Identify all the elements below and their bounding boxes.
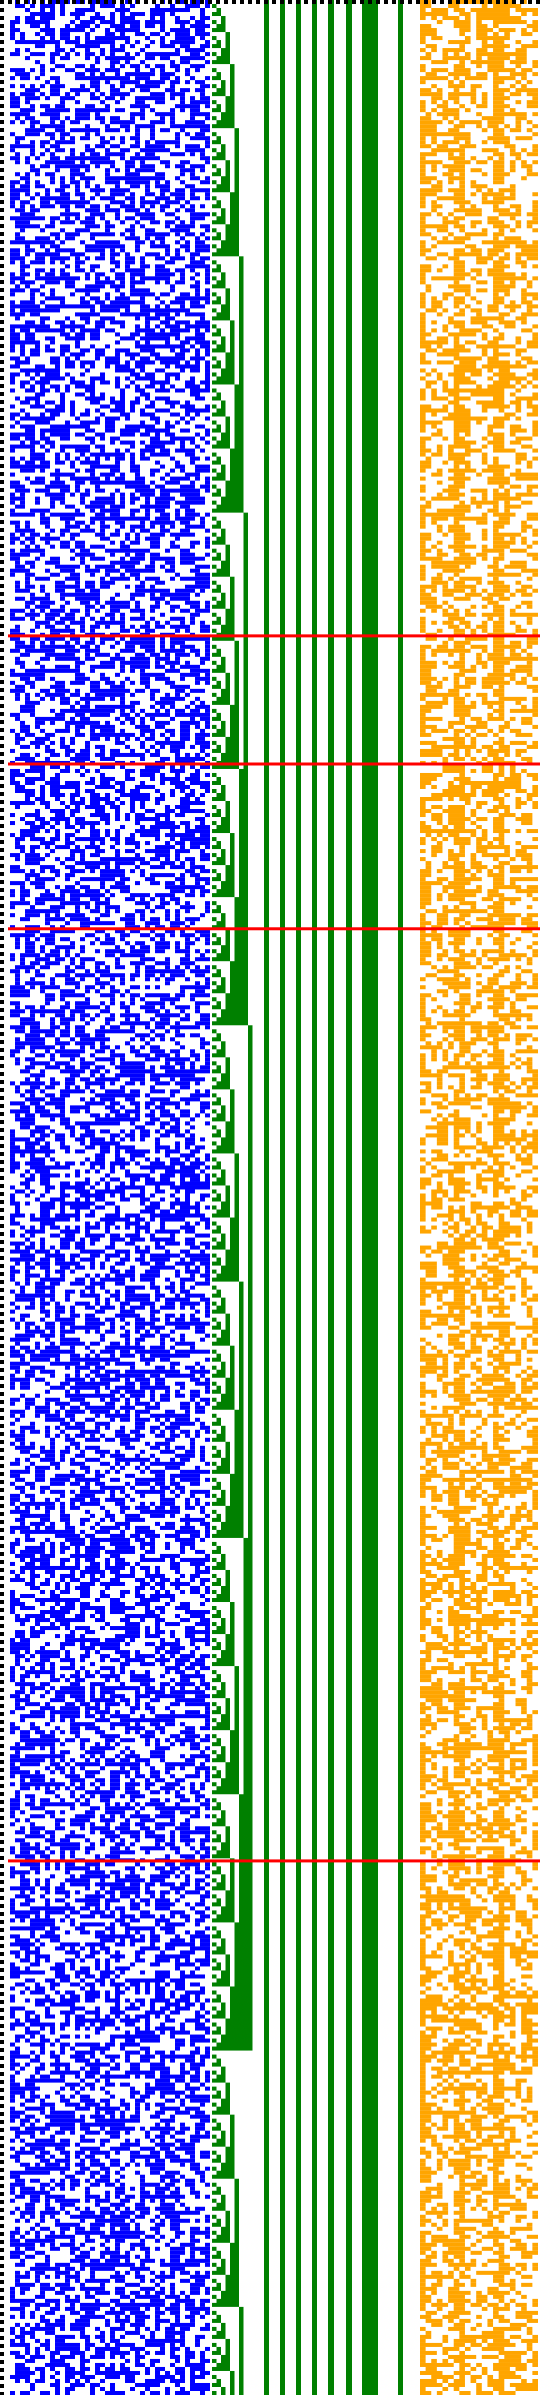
red-marker-lines xyxy=(8,634,540,1863)
blue-noise-region xyxy=(10,0,210,2395)
orange-noise-region xyxy=(420,0,538,2395)
green-staircase-region xyxy=(212,0,403,2395)
